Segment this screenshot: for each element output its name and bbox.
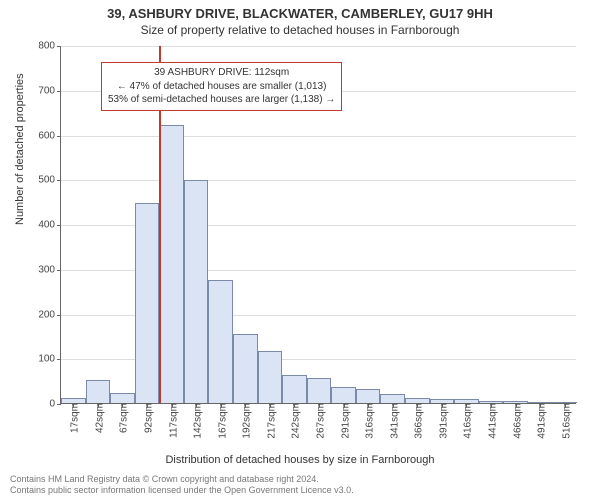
histogram-bar <box>86 380 111 403</box>
plot-area: 010020030040050060070080017sqm42sqm67sqm… <box>60 46 576 404</box>
y-axis-label: Number of detached properties <box>14 73 26 225</box>
x-tick-label: 491sqm <box>533 403 548 439</box>
x-tick-label: 167sqm <box>213 403 228 439</box>
y-tick-label: 300 <box>38 264 61 275</box>
histogram-bar <box>258 351 283 403</box>
histogram-bar <box>208 280 233 404</box>
x-tick-label: 67sqm <box>115 403 130 433</box>
x-tick-label: 42sqm <box>90 403 105 433</box>
histogram-bar <box>380 394 405 403</box>
annotation-line-1: 39 ASHBURY DRIVE: 112sqm <box>108 66 335 80</box>
footer-line-2: Contains public sector information licen… <box>10 485 590 496</box>
annotation-line-2: ← 47% of detached houses are smaller (1,… <box>108 80 335 94</box>
y-tick-label: 600 <box>38 130 61 141</box>
x-tick-label: 516sqm <box>557 403 572 439</box>
gridline <box>61 136 576 137</box>
x-tick-label: 142sqm <box>189 403 204 439</box>
x-tick-label: 192sqm <box>238 403 253 439</box>
histogram-bar <box>331 387 356 403</box>
x-tick-label: 341sqm <box>385 403 400 439</box>
annotation-line-3: 53% of semi-detached houses are larger (… <box>108 93 335 107</box>
y-tick-label: 700 <box>38 85 61 96</box>
gridline <box>61 46 576 47</box>
x-tick-label: 267sqm <box>312 403 327 439</box>
y-tick-label: 800 <box>38 41 61 52</box>
chart-container: 39, ASHBURY DRIVE, BLACKWATER, CAMBERLEY… <box>0 0 600 500</box>
footer-credits: Contains HM Land Registry data © Crown c… <box>10 474 590 497</box>
plot-wrap: 010020030040050060070080017sqm42sqm67sqm… <box>60 46 576 404</box>
x-tick-label: 466sqm <box>508 403 523 439</box>
x-tick-label: 17sqm <box>66 403 81 433</box>
histogram-bar <box>282 375 307 403</box>
footer-line-1: Contains HM Land Registry data © Crown c… <box>10 474 590 485</box>
page-title: 39, ASHBURY DRIVE, BLACKWATER, CAMBERLEY… <box>0 6 600 21</box>
x-tick-label: 366sqm <box>410 403 425 439</box>
histogram-bar <box>159 125 184 403</box>
histogram-bar <box>233 334 258 403</box>
y-tick-label: 100 <box>38 354 61 365</box>
x-axis-label: Distribution of detached houses by size … <box>0 454 600 466</box>
histogram-bar <box>307 378 332 403</box>
x-tick-label: 416sqm <box>459 403 474 439</box>
y-tick-label: 200 <box>38 309 61 320</box>
histogram-bar <box>356 389 381 403</box>
y-tick-label: 0 <box>49 399 61 410</box>
titles: 39, ASHBURY DRIVE, BLACKWATER, CAMBERLEY… <box>0 0 600 37</box>
histogram-bar <box>135 203 160 403</box>
x-tick-label: 242sqm <box>287 403 302 439</box>
x-tick-label: 117sqm <box>164 403 179 438</box>
page-subtitle: Size of property relative to detached ho… <box>0 23 600 37</box>
x-tick-label: 291sqm <box>336 403 351 439</box>
histogram-bar <box>110 393 135 403</box>
y-tick-label: 500 <box>38 175 61 186</box>
x-tick-label: 92sqm <box>140 403 155 433</box>
x-tick-label: 441sqm <box>484 403 499 439</box>
y-tick-label: 400 <box>38 220 61 231</box>
x-tick-label: 391sqm <box>434 403 449 439</box>
gridline <box>61 180 576 181</box>
annotation-box: 39 ASHBURY DRIVE: 112sqm← 47% of detache… <box>101 62 342 111</box>
x-tick-label: 217sqm <box>262 403 277 439</box>
x-tick-label: 316sqm <box>361 403 376 439</box>
histogram-bar <box>184 180 209 403</box>
